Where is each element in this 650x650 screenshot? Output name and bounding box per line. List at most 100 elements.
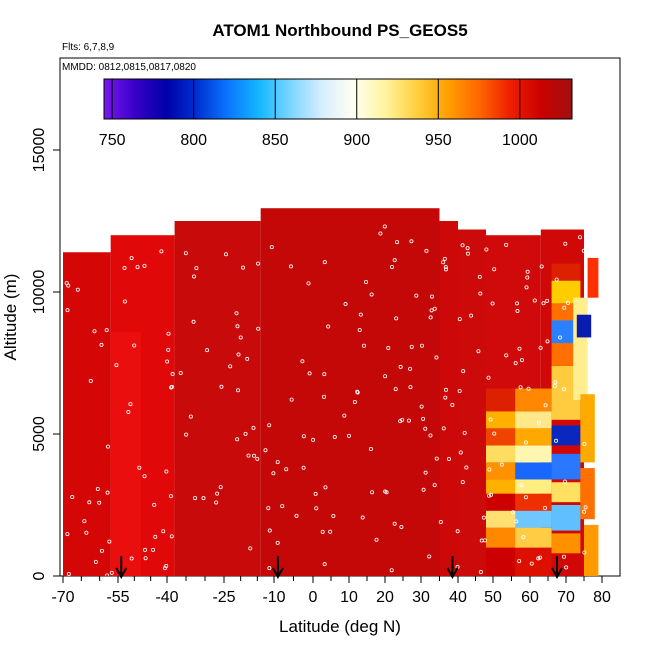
x-tick-label: -55: [106, 589, 129, 606]
sample-point: [243, 431, 248, 436]
sample-point: [256, 326, 261, 331]
sample-point: [524, 285, 529, 290]
curtain-layer: [584, 524, 599, 576]
curtain-band: [439, 221, 458, 576]
sample-point: [523, 495, 528, 500]
sample-point: [191, 319, 196, 324]
sample-point: [132, 343, 137, 348]
sample-point: [105, 490, 110, 495]
sample-point: [460, 243, 465, 248]
curtain-layer: [515, 388, 552, 412]
sample-point: [462, 430, 467, 435]
sample-point: [99, 342, 104, 347]
curtain-field: [63, 208, 599, 576]
sample-point: [532, 298, 537, 303]
colorbar: 750 800 850 900 950 1000: [99, 78, 573, 149]
sample-point: [525, 275, 530, 280]
sample-point: [271, 471, 276, 476]
sample-point: [543, 403, 548, 408]
sample-point: [142, 263, 147, 268]
curtain-band: [63, 252, 111, 576]
sample-point: [395, 240, 400, 245]
sample-point: [519, 358, 524, 363]
sample-point: [419, 404, 424, 409]
sample-point: [294, 513, 299, 518]
sample-point: [178, 370, 183, 375]
sample-point: [384, 490, 389, 495]
x-tick-label: -70: [51, 589, 74, 606]
curtain-layer: [551, 453, 581, 480]
sample-point: [75, 287, 80, 292]
x-tick-label: -40: [155, 589, 178, 606]
curtain-layer: [551, 533, 581, 554]
sample-point: [214, 500, 219, 505]
sample-point: [246, 453, 251, 458]
sample-point: [565, 301, 570, 306]
sample-point: [109, 570, 114, 575]
plot-area: MMDD: 0812,0815,0817,0820: [59, 57, 621, 580]
sample-point: [284, 467, 289, 472]
sample-point: [235, 437, 240, 442]
sample-point: [368, 447, 373, 452]
sample-point: [563, 241, 568, 246]
sample-point: [538, 345, 543, 350]
x-tick-label: -25: [212, 589, 235, 606]
sample-point: [446, 456, 451, 461]
sample-point: [280, 504, 285, 509]
sample-point: [441, 260, 446, 265]
sample-point: [255, 456, 260, 461]
sample-point: [513, 361, 518, 366]
sample-point: [455, 529, 460, 534]
sample-point: [558, 335, 563, 340]
sample-point: [126, 410, 131, 415]
sample-point: [553, 380, 558, 385]
sample-point: [137, 465, 142, 470]
sample-point: [358, 312, 363, 317]
sample-point: [122, 266, 127, 271]
sample-point: [458, 450, 463, 455]
sample-point: [564, 565, 569, 570]
sample-point: [166, 347, 171, 352]
colorbar-tick-label: 950: [425, 132, 452, 149]
sample-point: [542, 505, 547, 510]
arrow-head: [551, 567, 563, 580]
sample-point: [326, 324, 331, 329]
sample-point: [153, 534, 158, 539]
sample-point: [165, 359, 170, 364]
sample-point: [486, 375, 491, 380]
sample-point: [499, 462, 504, 467]
sample-point: [578, 235, 583, 240]
sample-point: [166, 331, 171, 336]
colorbar-tick-label: 900: [343, 132, 370, 149]
sample-point: [489, 492, 494, 497]
sample-point: [419, 343, 424, 348]
sample-point: [492, 431, 497, 436]
sample-point: [484, 247, 489, 252]
sample-point: [561, 554, 566, 559]
sample-point: [267, 423, 272, 428]
sample-point: [482, 538, 487, 543]
sample-point: [457, 317, 462, 322]
sample-point: [476, 349, 481, 354]
sample-point: [129, 556, 134, 561]
sample-point: [465, 246, 470, 251]
curtain-band: [110, 331, 141, 576]
sample-point: [461, 369, 466, 374]
sample-point: [517, 346, 522, 351]
sample-point: [364, 280, 369, 285]
sample-point: [66, 572, 71, 576]
sample-point: [105, 444, 110, 449]
sample-point: [515, 301, 520, 306]
sample-point: [142, 474, 147, 479]
sample-point: [442, 256, 447, 261]
sample-point: [331, 514, 336, 519]
curtain-band: [458, 229, 486, 576]
sample-point: [545, 298, 550, 303]
sample-point: [70, 495, 75, 500]
sample-point: [313, 491, 318, 496]
curtain-layer: [515, 547, 552, 576]
sample-point: [228, 364, 233, 369]
sample-point: [441, 426, 446, 431]
sample-point: [487, 493, 492, 498]
x-tick-label: -10: [262, 589, 285, 606]
